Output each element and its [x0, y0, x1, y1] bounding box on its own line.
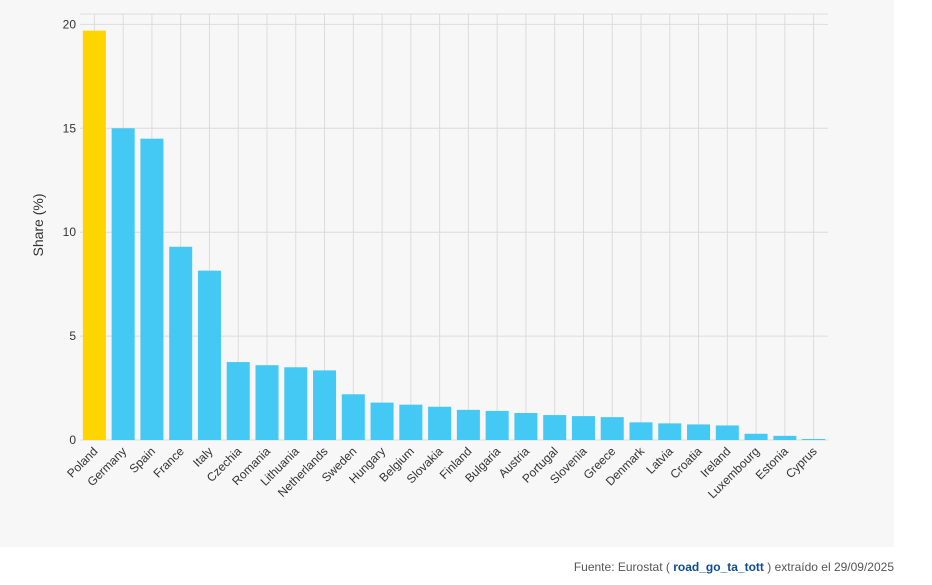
bar-slovakia[interactable]	[428, 406, 452, 440]
y-axis-ticks: 0 5 10 15 20	[63, 17, 77, 447]
bars	[82, 30, 826, 441]
bar-belgium[interactable]	[399, 404, 423, 440]
chart-panel: 0 5 10 15 20 Poland Germany Spain France Italy Cz…	[30, 13, 828, 502]
y-tick-label: 15	[63, 121, 77, 135]
bar-austria[interactable]	[514, 412, 538, 440]
bar-bulgaria[interactable]	[485, 410, 509, 440]
source-suffix: ) extraído el 29/09/2025	[763, 560, 894, 574]
bar-lithuania[interactable]	[284, 367, 308, 440]
source-dataset-link[interactable]: road_go_ta_tott	[673, 560, 764, 574]
y-tick-label: 20	[63, 17, 77, 31]
bar-poland[interactable]	[82, 30, 106, 440]
bar-finland[interactable]	[456, 409, 480, 440]
x-tick-label: Estonia	[753, 444, 791, 482]
bar-portugal[interactable]	[543, 415, 567, 440]
bar-luxembourg[interactable]	[744, 433, 768, 440]
bar-estonia[interactable]	[773, 435, 797, 440]
x-tick-label: France	[150, 444, 187, 481]
bar-latvia[interactable]	[658, 423, 682, 440]
bar-cyprus[interactable]	[802, 438, 826, 440]
y-tick-label: 5	[69, 329, 76, 343]
bar-germany[interactable]	[111, 128, 135, 441]
bar-hungary[interactable]	[370, 402, 394, 440]
source-attribution: Fuente: Eurostat ( road_go_ta_tott ) ext…	[574, 560, 894, 574]
y-tick-label: 10	[63, 225, 77, 239]
x-tick-label: Cyprus	[783, 444, 820, 481]
y-tick-label: 0	[69, 433, 76, 447]
bar-denmark[interactable]	[629, 422, 653, 440]
bar-croatia[interactable]	[687, 424, 711, 440]
bar-greece[interactable]	[600, 417, 624, 440]
bar-sweden[interactable]	[341, 394, 365, 440]
bar-france[interactable]	[169, 246, 193, 440]
bar-czechia[interactable]	[226, 362, 250, 440]
bar-spain[interactable]	[140, 138, 164, 440]
bar-netherlands[interactable]	[313, 370, 337, 440]
y-axis-title: Share (%)	[30, 193, 46, 256]
x-tick-label: Croatia	[667, 444, 704, 481]
source-prefix: Fuente: Eurostat (	[573, 560, 674, 574]
bar-ireland[interactable]	[715, 425, 739, 440]
bar-romania[interactable]	[255, 365, 279, 440]
bar-slovenia[interactable]	[571, 416, 595, 440]
bar-italy[interactable]	[197, 270, 221, 440]
